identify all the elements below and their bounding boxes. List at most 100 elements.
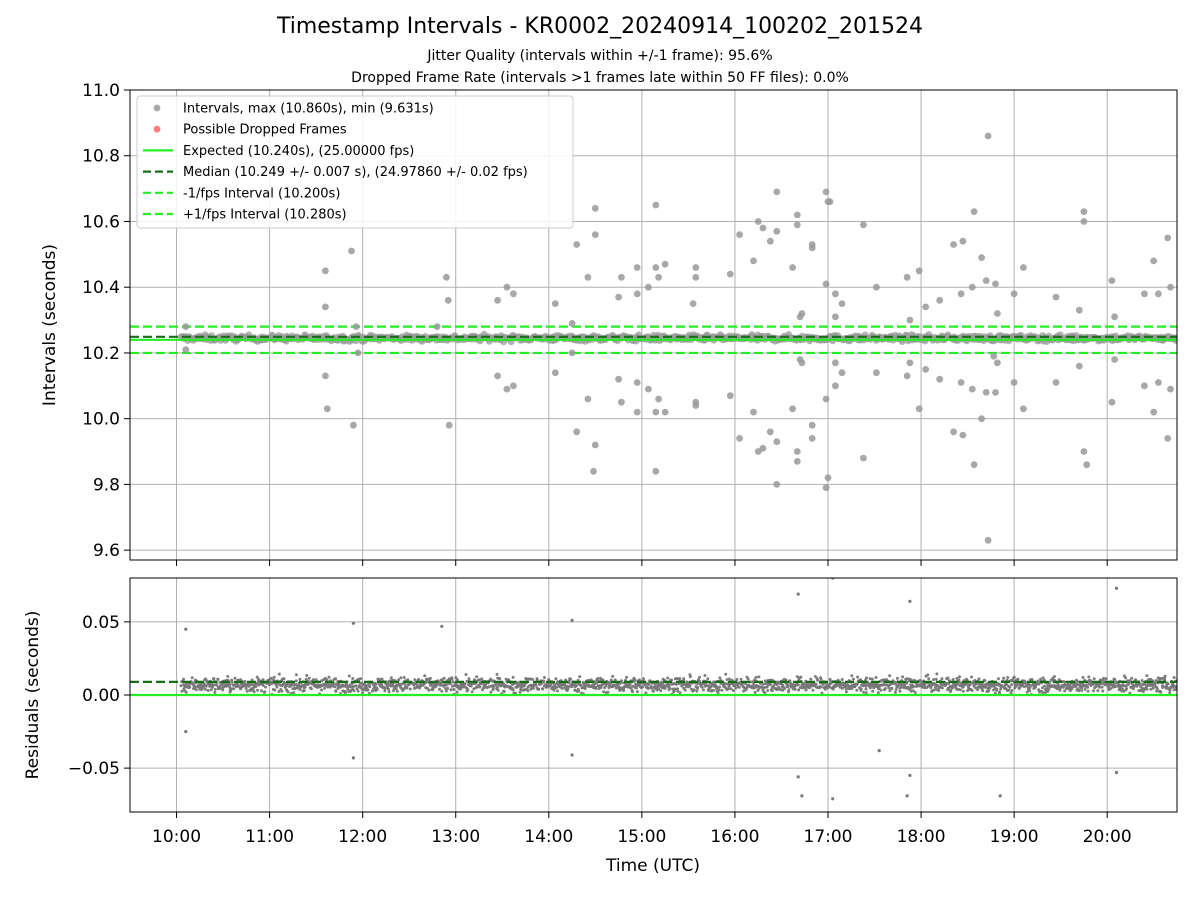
interval-outlier-point bbox=[736, 231, 743, 239]
residual-point bbox=[676, 689, 680, 693]
interval-outlier-point bbox=[959, 431, 967, 439]
residual-outlier-point bbox=[570, 618, 574, 623]
residual-point bbox=[1012, 675, 1016, 679]
residual-point bbox=[216, 677, 220, 681]
residuals-y-ticks: −0.05 0.00 0.05 bbox=[68, 613, 130, 779]
intervals-y-ticks: 9.6 9.8 10.0 10.2 10.4 10.6 10.8 11.0 bbox=[82, 81, 130, 561]
interval-outlier-point bbox=[645, 283, 652, 291]
residual-point bbox=[883, 687, 887, 691]
interval-outlier-point bbox=[970, 208, 978, 216]
residual-point bbox=[245, 689, 249, 693]
chart-subtitle-jitter: Jitter Quality (intervals within +/-1 fr… bbox=[427, 48, 773, 64]
interval-outlier-point bbox=[826, 198, 834, 206]
residual-point bbox=[674, 682, 678, 686]
residual-point bbox=[438, 687, 441, 691]
residual-point bbox=[333, 685, 337, 689]
residual-point bbox=[342, 684, 346, 688]
interval-outlier-point bbox=[978, 415, 985, 423]
residual-point bbox=[894, 688, 898, 691]
residual-point bbox=[596, 677, 600, 680]
residual-point bbox=[958, 675, 961, 679]
residual-point bbox=[976, 688, 980, 692]
residual-point bbox=[1016, 677, 1020, 681]
residual-point bbox=[1113, 685, 1117, 688]
residual-outlier-point bbox=[440, 624, 444, 628]
residual-point bbox=[727, 687, 730, 691]
interval-outlier-point bbox=[692, 273, 700, 281]
residual-point bbox=[204, 684, 208, 688]
interval-outlier-point bbox=[655, 273, 662, 281]
residual-point bbox=[226, 674, 230, 678]
chart-subtitle-dropped: Dropped Frame Rate (intervals >1 frames … bbox=[351, 70, 849, 86]
residual-point bbox=[672, 689, 676, 693]
residual-point bbox=[554, 677, 558, 681]
interval-outlier-point bbox=[750, 257, 757, 265]
interval-outlier-point bbox=[906, 316, 914, 324]
residual-point bbox=[1096, 689, 1100, 693]
residual-point bbox=[228, 685, 232, 689]
residual-point bbox=[446, 686, 450, 690]
residual-outlier-point bbox=[877, 749, 881, 753]
residual-point bbox=[611, 674, 615, 678]
residual-point bbox=[851, 677, 855, 681]
residual-point bbox=[579, 683, 583, 687]
residual-point bbox=[888, 689, 892, 693]
residual-point bbox=[327, 675, 331, 679]
residual-point bbox=[455, 690, 459, 694]
residual-point bbox=[1028, 686, 1032, 689]
interval-outlier-point bbox=[808, 244, 816, 252]
intervals-reference-lines bbox=[130, 325, 1177, 355]
residual-point bbox=[254, 685, 258, 688]
residual-point bbox=[864, 687, 868, 691]
interval-outlier-point bbox=[750, 408, 757, 416]
residual-point bbox=[252, 690, 256, 694]
interval-outlier-point bbox=[322, 372, 329, 380]
interval-outlier-point bbox=[773, 188, 781, 196]
interval-outlier-point bbox=[793, 448, 801, 455]
residual-point bbox=[683, 688, 687, 692]
residual-point bbox=[1142, 688, 1146, 692]
residual-point bbox=[496, 688, 500, 692]
residual-point bbox=[264, 685, 267, 689]
residual-point bbox=[354, 684, 358, 688]
residual-point bbox=[577, 689, 581, 693]
intervals-y-tick-label: 10.4 bbox=[82, 278, 120, 298]
residual-point bbox=[1149, 687, 1153, 691]
residual-point bbox=[1010, 683, 1014, 687]
residual-point bbox=[987, 689, 990, 693]
residual-point bbox=[622, 689, 626, 693]
interval-outlier-point bbox=[1150, 257, 1158, 265]
intervals-y-tick-label: 10.0 bbox=[82, 410, 120, 430]
residual-point bbox=[617, 685, 621, 689]
interval-outlier-point bbox=[661, 408, 669, 416]
interval-outlier-point bbox=[494, 296, 501, 304]
residual-point bbox=[1174, 688, 1177, 692]
residual-point bbox=[344, 685, 348, 688]
residual-point bbox=[352, 689, 356, 693]
residual-point bbox=[753, 690, 757, 694]
residual-point bbox=[203, 687, 207, 691]
residual-point bbox=[1083, 687, 1087, 691]
residual-point bbox=[646, 687, 650, 690]
residual-point bbox=[899, 685, 903, 689]
residual-point bbox=[294, 673, 298, 677]
interval-outlier-point bbox=[652, 264, 660, 271]
x-tick-label: 10:00 bbox=[152, 827, 201, 847]
residual-point bbox=[514, 691, 517, 695]
legend-marker bbox=[153, 104, 161, 112]
residual-point bbox=[983, 679, 987, 683]
interval-outlier-point bbox=[568, 320, 576, 327]
residual-point bbox=[1163, 677, 1167, 681]
interval-outlier-point bbox=[873, 369, 880, 377]
residual-outlier-points bbox=[184, 578, 1119, 801]
residual-point bbox=[797, 688, 801, 692]
residual-point bbox=[489, 690, 493, 694]
residual-point bbox=[898, 689, 902, 693]
residual-point bbox=[413, 678, 417, 682]
residual-point bbox=[888, 674, 892, 678]
residual-point bbox=[1000, 684, 1004, 688]
residual-point bbox=[770, 689, 774, 693]
residual-point bbox=[840, 678, 844, 681]
interval-outlier-point bbox=[773, 227, 781, 235]
